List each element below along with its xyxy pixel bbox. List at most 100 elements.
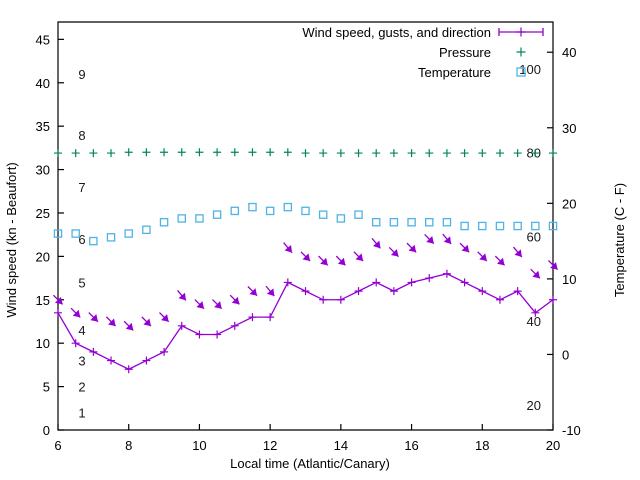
beaufort-label: 8 bbox=[78, 128, 85, 143]
data-point-marker bbox=[195, 330, 204, 339]
data-point-marker bbox=[495, 295, 504, 304]
data-point-marker bbox=[248, 313, 257, 322]
y-tick-label: 5 bbox=[43, 380, 50, 395]
data-point-marker bbox=[460, 221, 469, 231]
data-point-marker bbox=[389, 217, 399, 227]
y2-tick-label: 0 bbox=[562, 347, 569, 362]
data-point-marker bbox=[195, 148, 204, 157]
data-point-marker bbox=[195, 214, 204, 223]
data-point-marker bbox=[159, 217, 169, 227]
data-point-marker bbox=[89, 149, 98, 158]
wind-direction-arrowhead bbox=[302, 253, 311, 261]
y2-tick-label: 10 bbox=[562, 272, 576, 287]
fahrenheit-label: 20 bbox=[527, 398, 541, 413]
y2-tick-label: -10 bbox=[562, 423, 581, 438]
data-point-marker bbox=[53, 229, 63, 238]
wind-direction-arrowhead bbox=[108, 318, 116, 327]
x-tick-label: 20 bbox=[546, 438, 560, 453]
x-tick-label: 14 bbox=[334, 438, 348, 453]
data-point-marker bbox=[213, 148, 222, 157]
data-point-marker bbox=[389, 149, 398, 158]
fahrenheit-label: 40 bbox=[527, 314, 541, 329]
data-point-marker bbox=[213, 330, 222, 339]
data-point-marker bbox=[107, 149, 116, 158]
wind-direction-arrowhead bbox=[55, 296, 63, 305]
data-point-marker bbox=[142, 356, 151, 365]
wind-direction-arrowhead bbox=[550, 262, 558, 270]
data-point-marker bbox=[266, 313, 275, 322]
data-point-marker bbox=[513, 221, 522, 231]
data-point-marker bbox=[283, 278, 292, 287]
data-point-marker bbox=[177, 321, 186, 330]
data-point-marker bbox=[460, 278, 469, 287]
beaufort-label: 2 bbox=[78, 380, 85, 395]
data-point-marker bbox=[336, 295, 345, 304]
legend-label: Pressure bbox=[439, 45, 491, 60]
data-point-marker bbox=[354, 149, 363, 158]
data-point-marker bbox=[495, 149, 504, 158]
data-point-marker bbox=[301, 149, 310, 158]
beaufort-label: 4 bbox=[78, 323, 85, 338]
y-tick-label: 10 bbox=[36, 336, 50, 351]
data-point-marker bbox=[318, 210, 328, 219]
wind-direction-arrowhead bbox=[266, 288, 275, 297]
fahrenheit-label: 60 bbox=[527, 230, 541, 245]
beaufort-label: 9 bbox=[78, 67, 85, 82]
data-point-marker bbox=[283, 148, 292, 157]
series-temperature bbox=[53, 202, 558, 246]
wind-direction-arrowhead bbox=[90, 314, 98, 322]
data-point-marker bbox=[389, 287, 398, 296]
data-point-marker bbox=[54, 308, 62, 317]
series-gusts bbox=[52, 233, 559, 331]
data-point-marker bbox=[301, 287, 310, 296]
wind-direction-arrowhead bbox=[514, 249, 522, 258]
data-point-marker bbox=[336, 214, 346, 223]
x-tick-label: 8 bbox=[125, 438, 132, 453]
wind-direction-arrowhead bbox=[355, 253, 364, 261]
data-point-marker bbox=[478, 221, 487, 231]
y2-tick-label: 40 bbox=[562, 45, 576, 60]
data-point-marker bbox=[442, 269, 451, 278]
data-point-marker bbox=[548, 221, 558, 231]
data-point-marker bbox=[230, 206, 240, 216]
data-point-marker bbox=[354, 287, 363, 296]
wind-direction-arrowhead bbox=[461, 244, 470, 253]
wind-direction-arrowhead bbox=[443, 236, 452, 245]
wind-direction-arrowhead bbox=[125, 322, 134, 331]
wind-direction-arrowhead bbox=[532, 270, 540, 279]
wind-direction-arrowhead bbox=[479, 253, 487, 261]
wind-direction-arrowhead bbox=[496, 257, 505, 266]
data-point-marker bbox=[160, 148, 169, 157]
data-point-marker bbox=[425, 274, 434, 283]
y-tick-label: 20 bbox=[36, 249, 50, 264]
data-point-marker bbox=[495, 221, 505, 231]
data-point-marker bbox=[177, 148, 186, 157]
beaufort-label: 5 bbox=[78, 275, 85, 290]
y-tick-label: 30 bbox=[36, 163, 50, 178]
x-axis-ticks: 6 8 10 12 14 16 18 20 bbox=[54, 424, 560, 453]
data-point-marker bbox=[124, 148, 133, 157]
data-point-marker bbox=[71, 149, 80, 158]
chart-legend: Wind speed, gusts, and direction Pressure… bbox=[302, 25, 544, 80]
data-point-marker bbox=[372, 149, 381, 158]
beaufort-label: 6 bbox=[78, 232, 85, 247]
data-point-marker bbox=[478, 287, 487, 296]
data-point-marker bbox=[230, 148, 239, 157]
data-point-marker bbox=[248, 202, 257, 212]
data-point-marker bbox=[531, 221, 540, 231]
x-tick-label: 10 bbox=[192, 438, 206, 453]
data-point-marker bbox=[71, 229, 80, 238]
data-point-marker bbox=[54, 149, 62, 158]
data-point-marker bbox=[106, 233, 116, 242]
y-tick-label: 0 bbox=[43, 423, 50, 438]
x-tick-label: 16 bbox=[404, 438, 418, 453]
y-tick-label: 25 bbox=[36, 206, 50, 221]
legend-label: Temperature bbox=[418, 65, 491, 80]
fahrenheit-label: 100 bbox=[519, 62, 541, 77]
wind-direction-arrowhead bbox=[390, 249, 399, 257]
y-tick-label: 40 bbox=[36, 76, 50, 91]
data-point-marker bbox=[230, 321, 239, 330]
wind-direction-arrowhead bbox=[337, 257, 346, 266]
